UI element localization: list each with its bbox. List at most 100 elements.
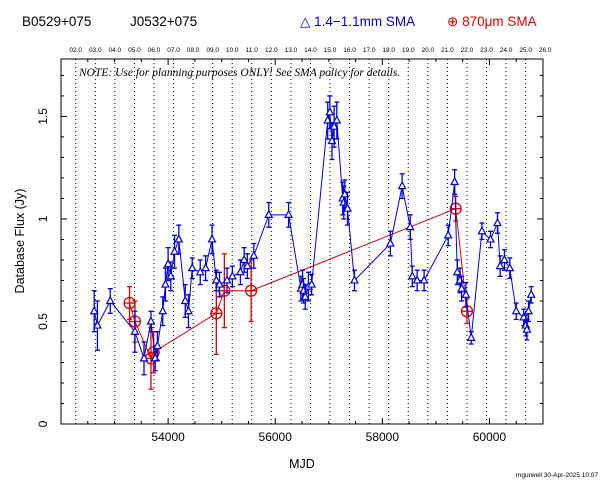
year-label: 04.0: [108, 47, 121, 54]
data-point-triangle: [139, 353, 149, 362]
year-label: 06.0: [148, 47, 161, 54]
data-point-triangle: [461, 289, 471, 298]
legend-entry-870: ⊕ 870μm SMA: [447, 14, 537, 30]
data-point-triangle: [511, 305, 521, 315]
data-point-triangle: [332, 115, 342, 124]
year-label: 22.0: [461, 47, 474, 54]
year-label: 20.0: [421, 47, 434, 54]
data-point-triangle: [412, 275, 422, 284]
legend-label-1mm: 1.4−1.1mm SMA: [314, 14, 416, 29]
data-point-triangle: [407, 271, 417, 280]
data-point-triangle: [385, 238, 395, 247]
data-point-triangle: [187, 262, 197, 272]
data-point-triangle: [450, 176, 460, 186]
data-point-triangle: [174, 234, 184, 243]
data-point-triangle: [215, 279, 225, 288]
data-point-triangle: [92, 320, 102, 329]
y-axis-label: Database Flux (Jy): [13, 189, 27, 294]
data-point-triangle: [239, 254, 249, 264]
data-point-triangle: [158, 305, 168, 315]
data-point-triangle: [499, 254, 509, 264]
series-line: [93, 112, 532, 361]
data-point-triangle: [486, 234, 496, 243]
year-label: 11.0: [246, 47, 259, 54]
data-point-triangle: [201, 262, 211, 272]
data-point-triangle: [180, 295, 190, 305]
plot-frame: [60, 58, 544, 425]
year-labels: 02.0 03.0 04.0 05.0 06.0 07.0 08.0 09.0 10.0 11.0…: [69, 47, 552, 54]
year-label: 15.0: [324, 47, 337, 54]
year-label: 25.0: [519, 47, 532, 54]
x-axis-ticks: 54000 56000 58000 60000: [60, 59, 544, 444]
year-label: 12.0: [265, 47, 278, 54]
data-point-triangle: [222, 275, 232, 284]
data-point-triangle: [235, 266, 245, 276]
year-label: 19.0: [402, 47, 415, 54]
y-tick-label: 1: [36, 215, 50, 222]
year-label: 07.0: [167, 47, 180, 54]
y-tick-label: 1.5: [36, 108, 50, 125]
year-gridlines: [75, 59, 527, 424]
data-point-triangle: [443, 230, 453, 239]
year-label: 08.0: [187, 47, 200, 54]
year-label: 13.0: [285, 47, 298, 54]
data-point-triangle: [457, 283, 467, 292]
year-label: 03.0: [89, 47, 102, 54]
data-point-triangle: [298, 279, 308, 288]
legend-label-870: 870μm SMA: [462, 14, 537, 29]
data-point-triangle: [325, 107, 335, 116]
year-label: 18.0: [382, 47, 395, 54]
data-point-triangle: [166, 271, 176, 280]
data-point-triangle: [339, 197, 349, 206]
year-label: 16.0: [343, 47, 356, 54]
year-label: 21.0: [441, 47, 454, 54]
year-label: 14.0: [304, 47, 317, 54]
data-point-triangle: [492, 217, 502, 227]
year-label: 09.0: [206, 47, 219, 54]
data-point-triangle: [195, 266, 205, 276]
data-point-triangle: [397, 180, 407, 190]
data-point-triangle: [146, 316, 156, 325]
data-point-triangle: [340, 189, 350, 198]
x-tick-label: 54000: [151, 430, 185, 444]
x-tick-label: 60000: [473, 430, 507, 444]
year-label: 24.0: [500, 47, 513, 54]
y-axis-ticks: 0 0.5 1 1.5: [36, 74, 543, 427]
year-label: 05.0: [128, 47, 141, 54]
data-point-triangle: [526, 289, 536, 298]
legend-entry-1mm: △ 1.4−1.1mm SMA: [300, 14, 415, 30]
footer-stamp: mgurwell 30-Apr-2025 10:07: [516, 472, 598, 479]
series-870um: [123, 195, 474, 390]
data-point-circle-plus: [123, 296, 136, 310]
year-label: 26.0: [539, 47, 552, 54]
data-point-triangle: [307, 279, 317, 288]
data-point-triangle: [264, 209, 274, 218]
data-point-triangle: [522, 324, 532, 333]
data-point-triangle: [300, 291, 310, 300]
data-point-triangle: [207, 234, 217, 243]
data-point-circle-plus: [218, 284, 231, 297]
x-axis-label: MJD: [289, 457, 315, 471]
data-point-triangle: [405, 221, 415, 231]
data-point-triangle: [163, 258, 173, 268]
data-point-triangle: [419, 275, 429, 284]
data-point-triangle: [505, 262, 515, 272]
data-point-triangle: [343, 203, 353, 212]
data-point-triangle: [105, 295, 115, 305]
source-name-primary: B0529+075: [22, 14, 92, 29]
data-point-triangle: [349, 275, 359, 284]
data-point-triangle: [183, 305, 193, 315]
data-point-triangle: [329, 121, 339, 130]
year-label: 17.0: [363, 47, 376, 54]
planning-note: NOTE: Use for planning purposes ONLY! Se…: [78, 67, 400, 79]
x-tick-label: 58000: [366, 430, 400, 444]
data-point-triangle: [160, 279, 170, 288]
triangle-marker-icon: △: [300, 14, 311, 29]
data-point-triangle: [89, 305, 99, 315]
data-point-circle-plus: [244, 284, 258, 297]
year-label: 23.0: [480, 47, 493, 54]
y-tick-label: 0: [36, 420, 50, 427]
data-point-triangle: [284, 209, 294, 218]
source-name-alias: J0532+075: [130, 14, 198, 29]
